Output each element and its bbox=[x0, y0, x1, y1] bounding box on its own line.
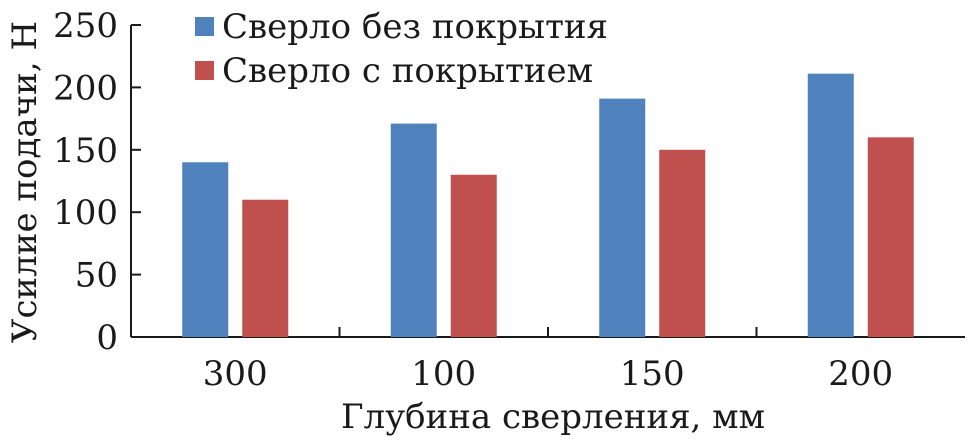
y-tick-label: 200 bbox=[53, 68, 118, 108]
x-tick-label: 300 bbox=[203, 354, 268, 394]
y-tick-label: 100 bbox=[53, 193, 118, 233]
bar-coated-200 bbox=[867, 137, 914, 337]
y-tick-label: 150 bbox=[53, 131, 118, 171]
bar-coated-300 bbox=[242, 199, 289, 337]
bar-uncoated-150 bbox=[599, 98, 646, 337]
legend-label-uncoated: Сверло без покрытия bbox=[222, 7, 608, 47]
x-tick-label: 150 bbox=[620, 354, 685, 394]
legend: Сверло без покрытия Сверло с покрытием bbox=[195, 7, 608, 91]
legend-swatch-uncoated bbox=[195, 17, 214, 36]
y-tick-label: 50 bbox=[75, 256, 118, 296]
bar-uncoated-300 bbox=[182, 162, 229, 337]
plot-area: 0 50 100 150 200 250 300 100 150 200 bbox=[53, 6, 965, 394]
bar-coated-150 bbox=[659, 149, 706, 337]
x-tick-label: 200 bbox=[828, 354, 893, 394]
y-tick-label: 250 bbox=[53, 6, 118, 46]
bar-uncoated-100 bbox=[390, 123, 437, 337]
x-tick-label: 100 bbox=[411, 354, 476, 394]
bar-coated-100 bbox=[450, 174, 497, 337]
y-tick-label: 0 bbox=[96, 318, 118, 358]
y-axis-title: Усилие подачи, Н bbox=[5, 21, 45, 343]
legend-label-coated: Сверло с покрытием bbox=[222, 51, 593, 91]
x-axis-title: Глубина сверления, мм bbox=[341, 397, 765, 437]
legend-swatch-coated bbox=[195, 61, 214, 80]
bar-uncoated-200 bbox=[807, 73, 854, 337]
